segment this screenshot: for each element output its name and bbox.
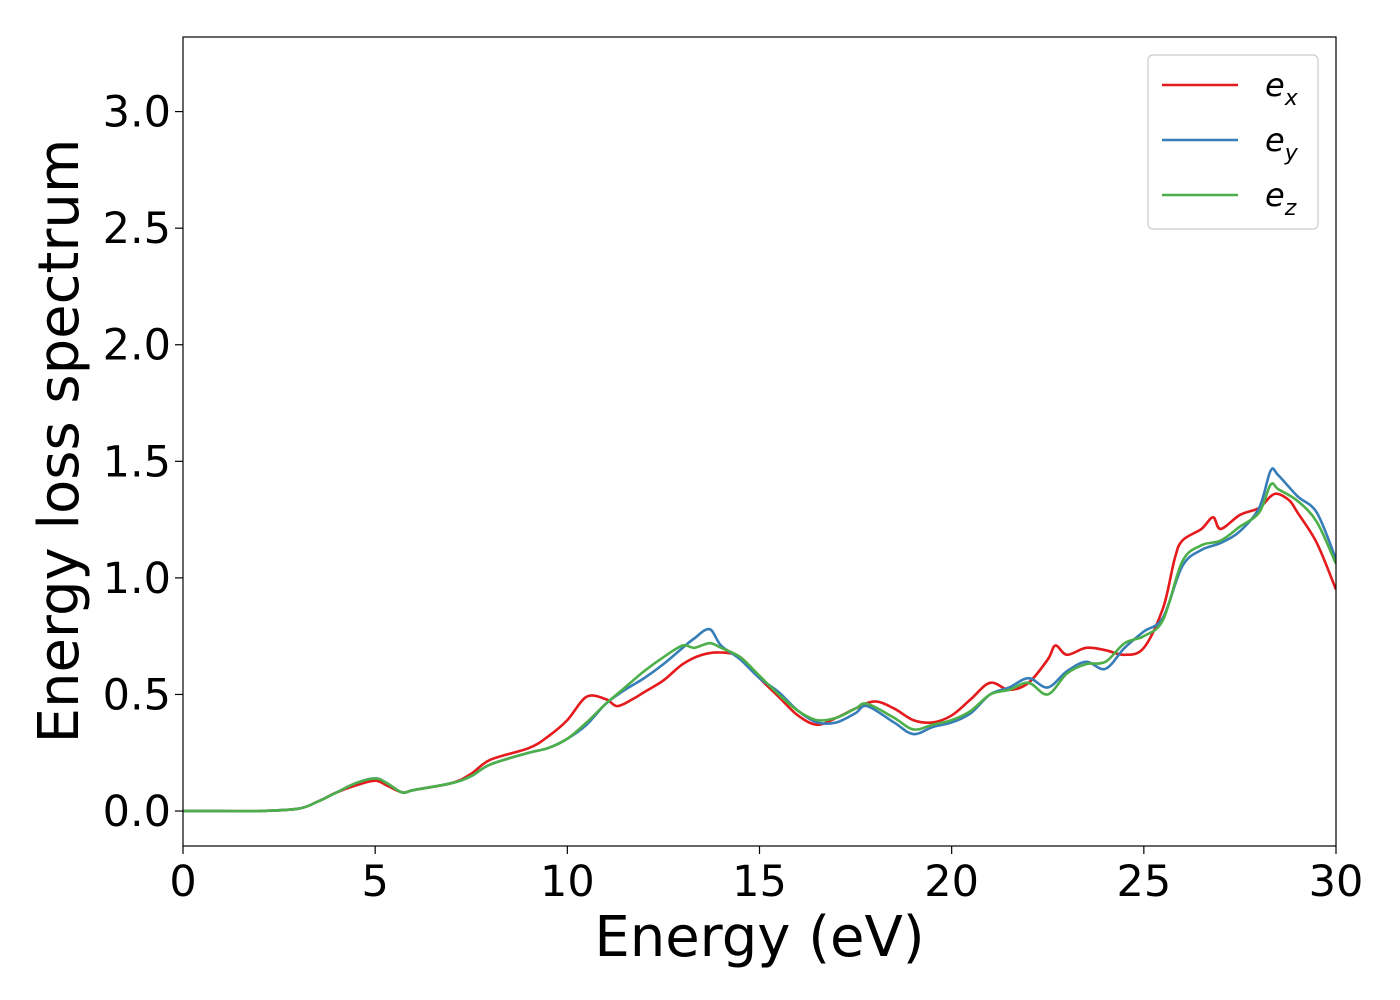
x-tick-label: 15 — [732, 857, 787, 907]
x-tick-label: 25 — [1116, 857, 1171, 907]
series-line-ez — [183, 482, 1336, 813]
series-line-ey — [183, 467, 1336, 813]
y-tick-label: 3.0 — [103, 88, 171, 138]
y-tick-label: 0.5 — [103, 670, 171, 720]
y-tick-label: 2.0 — [103, 321, 171, 371]
y-axis-label: Energy loss spectrum — [27, 139, 92, 744]
x-tick-label: 30 — [1309, 857, 1364, 907]
y-tick-label: 2.5 — [103, 204, 171, 254]
x-tick-label: 20 — [924, 857, 979, 907]
x-tick-label: 10 — [540, 857, 595, 907]
y-tick-label: 1.0 — [103, 554, 171, 604]
series-layer — [183, 467, 1336, 813]
x-axis: 0 5 10 15 20 25 30 — [169, 846, 1363, 907]
x-axis-label: Energy (eV) — [594, 905, 924, 970]
y-tick-label: 1.5 — [103, 437, 171, 487]
y-tick-label: 0.0 — [103, 787, 171, 837]
legend-box — [1147, 54, 1319, 230]
x-tick-label: 0 — [169, 857, 196, 907]
x-tick-label: 5 — [361, 857, 388, 907]
y-axis: 0.0 0.5 1.0 1.5 2.0 2.5 3.0 — [103, 88, 183, 837]
series-line-ex — [183, 492, 1336, 813]
